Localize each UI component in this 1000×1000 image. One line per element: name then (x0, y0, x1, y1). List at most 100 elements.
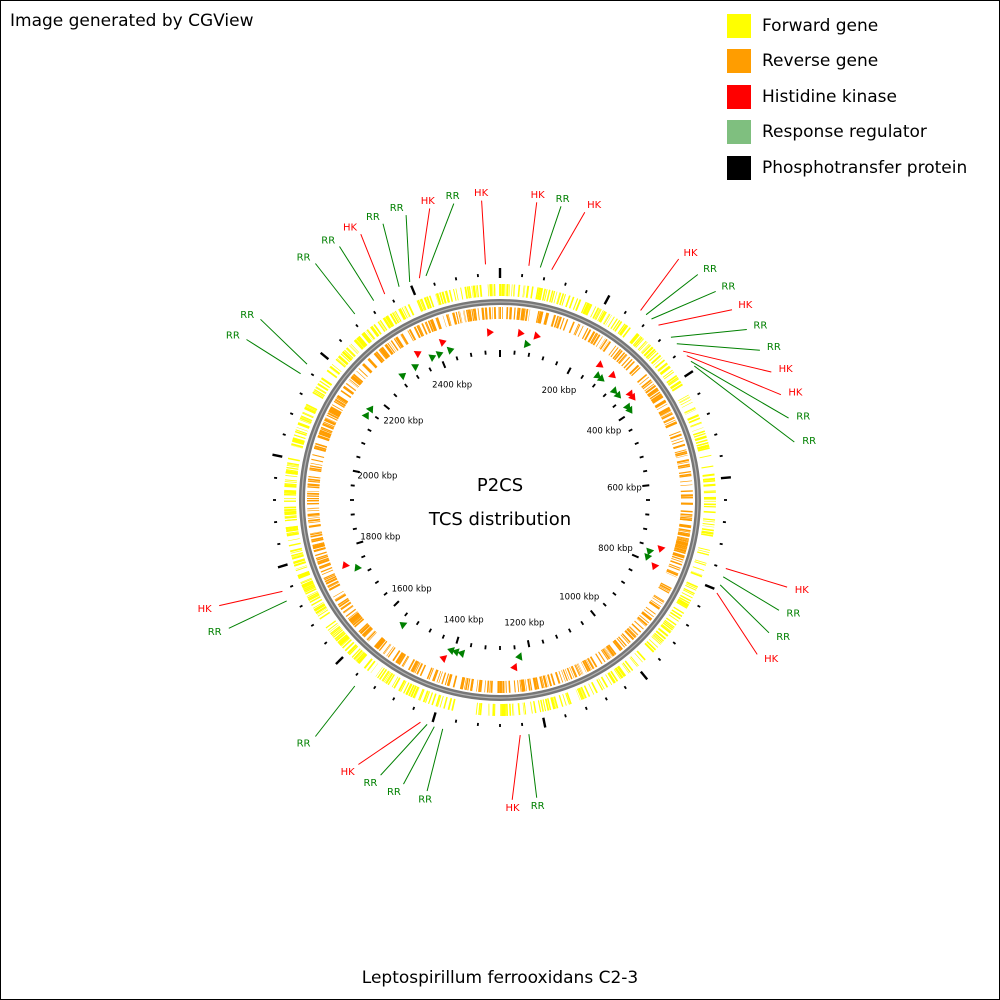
forward-gene-mark (523, 285, 526, 298)
hk-arrow (595, 360, 604, 368)
reverse-gene-mark (645, 385, 657, 394)
reverse-gene-mark (653, 595, 664, 603)
reverse-gene-mark (402, 656, 410, 668)
ruler-minor-tick (555, 634, 559, 639)
ruler-label: 200 kbp (542, 386, 577, 396)
forward-gene-mark (657, 362, 668, 372)
forward-gene-mark (471, 285, 474, 298)
forward-gene-mark (418, 688, 424, 701)
reverse-gene-mark (309, 467, 322, 471)
forward-gene-mark (479, 284, 483, 297)
forward-gene-mark (472, 285, 476, 298)
forward-gene-mark (353, 650, 363, 660)
reverse-gene-mark (551, 314, 556, 327)
reverse-gene-mark (308, 478, 321, 482)
reverse-gene-mark (513, 680, 516, 693)
forward-gene-mark (629, 657, 638, 667)
reverse-gene-mark (424, 321, 431, 334)
forward-gene-mark (615, 667, 624, 679)
forward-gene-mark (658, 363, 669, 372)
reverse-gene-mark (312, 454, 325, 458)
forward-gene-mark (603, 313, 611, 325)
reverse-gene-mark (680, 510, 693, 513)
forward-gene-mark (319, 611, 331, 620)
forward-gene-mark (670, 381, 682, 390)
reverse-gene-mark (335, 398, 346, 406)
reverse-gene-mark (307, 480, 320, 483)
reverse-gene-mark (670, 560, 682, 566)
forward-gene-mark (677, 599, 689, 607)
forward-gene-mark (632, 335, 642, 346)
reverse-gene-mark (381, 346, 391, 357)
reverse-gene-mark (672, 440, 684, 445)
reverse-gene-mark (430, 319, 437, 332)
forward-gene-mark (699, 454, 712, 459)
forward-gene-mark (605, 674, 612, 685)
forward-gene-mark (542, 699, 547, 712)
forward-gene-mark (561, 294, 567, 306)
forward-gene-mark (702, 477, 715, 480)
forward-gene-mark (297, 422, 310, 429)
forward-gene-mark (285, 470, 298, 474)
reverse-gene-mark (651, 395, 663, 403)
forward-gene-mark (290, 548, 303, 553)
hk-arrow (533, 331, 541, 340)
reverse-gene-mark (629, 365, 640, 375)
reverse-gene-mark (655, 400, 667, 408)
forward-gene-mark (690, 571, 703, 578)
hk-label: HK (343, 223, 358, 234)
reverse-gene-mark (418, 324, 425, 337)
forward-gene-mark (697, 445, 710, 451)
rr-arrow (609, 386, 618, 395)
rr-label: RR (418, 794, 432, 805)
forward-gene-mark (303, 583, 315, 591)
reverse-gene-mark (324, 419, 336, 426)
reverse-gene-mark (543, 312, 549, 325)
outer-minor-tick (433, 282, 436, 286)
reverse-gene-mark (656, 403, 668, 411)
ruler-minor-tick (393, 393, 398, 398)
forward-gene-mark (357, 653, 367, 664)
forward-gene-mark (399, 308, 407, 320)
reverse-gene-mark (479, 679, 483, 693)
forward-gene-mark (313, 603, 325, 611)
forward-gene-mark (301, 580, 313, 587)
forward-gene-mark (400, 680, 407, 692)
reverse-gene-mark (324, 418, 337, 424)
forward-gene-mark (447, 697, 453, 710)
reverse-gene-mark (308, 521, 321, 524)
reverse-gene-mark (521, 308, 525, 321)
forward-gene-mark (686, 581, 698, 588)
forward-gene-mark (676, 601, 688, 609)
outer-minor-tick (392, 697, 396, 701)
forward-gene-mark (663, 620, 674, 630)
forward-gene-mark (583, 303, 591, 315)
reverse-gene-mark (629, 364, 639, 374)
forward-gene-mark (305, 405, 317, 412)
forward-gene-mark (356, 337, 366, 348)
rr-arrow (523, 339, 532, 348)
reverse-gene-mark (510, 307, 512, 320)
reverse-gene-mark (517, 307, 521, 321)
hk-arrow (342, 561, 350, 569)
reverse-gene-mark (469, 309, 473, 322)
forward-gene-mark (416, 300, 423, 312)
reverse-gene-mark (469, 678, 473, 691)
forward-gene-mark (681, 401, 693, 408)
forward-gene-mark (348, 345, 358, 355)
reverse-gene-mark (307, 490, 320, 493)
reverse-gene-mark (401, 655, 409, 667)
ruler-minor-tick (469, 643, 473, 648)
reverse-gene-mark (669, 433, 682, 439)
reverse-gene-mark (673, 444, 686, 449)
forward-gene-mark (340, 353, 351, 363)
forward-gene-mark (379, 669, 388, 680)
reverse-gene-mark (513, 307, 516, 320)
reverse-gene-mark (564, 668, 570, 681)
reverse-gene-mark (676, 459, 689, 463)
reverse-gene-mark (325, 417, 337, 424)
hk-label: HK (779, 364, 794, 375)
forward-gene-mark (665, 617, 677, 626)
hk-label: HK (587, 200, 602, 211)
reverse-gene-mark (328, 583, 341, 591)
